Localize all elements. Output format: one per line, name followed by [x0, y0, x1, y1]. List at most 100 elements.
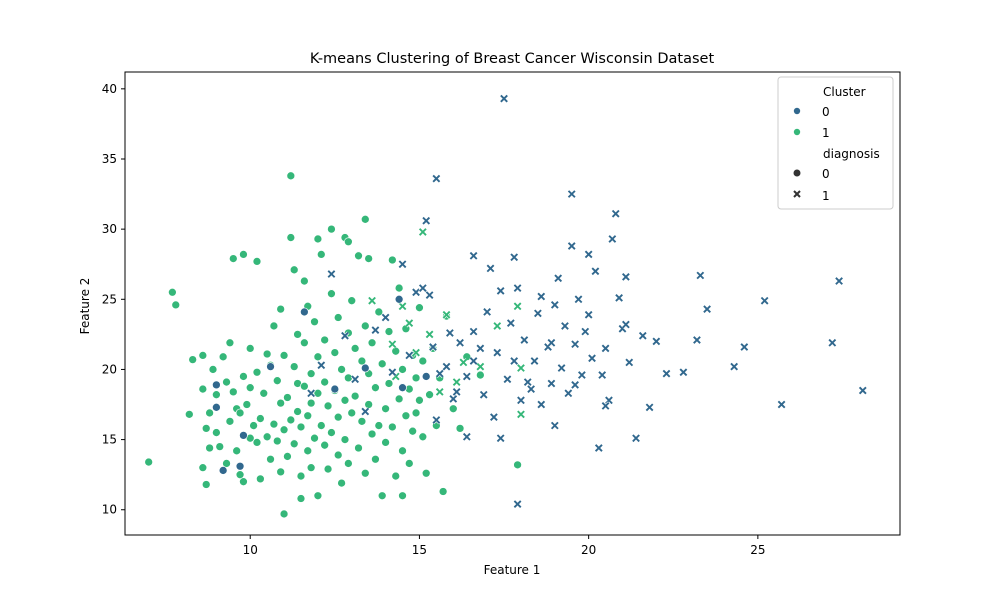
- point-cluster-1-diag-0: [225, 417, 235, 426]
- point-cluster-1-diag-0: [374, 307, 384, 317]
- legend-cluster-0-label: 0: [822, 105, 830, 119]
- point-cluster-1-diag-0: [411, 408, 421, 418]
- point-cluster-0-diag-1: [360, 407, 370, 416]
- point-cluster-0-diag-1: [827, 338, 837, 348]
- point-cluster-1-diag-1: [516, 363, 526, 373]
- point-cluster-1-diag-0: [354, 443, 363, 453]
- plot-frame: [124, 71, 901, 536]
- point-cluster-0-diag-1: [479, 390, 489, 400]
- point-cluster-0-diag-1: [692, 335, 702, 345]
- point-cluster-1-diag-0: [218, 352, 228, 362]
- point-cluster-1-diag-0: [360, 321, 370, 331]
- point-cluster-1-diag-0: [398, 365, 407, 374]
- point-cluster-1-diag-0: [377, 491, 387, 501]
- point-cluster-0-diag-1: [645, 402, 654, 412]
- point-cluster-0-diag-0: [218, 466, 228, 475]
- point-cluster-1-diag-0: [184, 409, 194, 419]
- point-cluster-1-diag-0: [256, 414, 265, 423]
- point-cluster-1-diag-0: [303, 446, 313, 456]
- y-tick-label: 40: [102, 82, 117, 96]
- point-cluster-1-diag-0: [303, 411, 313, 421]
- point-cluster-1-diag-0: [212, 428, 221, 437]
- point-cluster-1-diag-0: [374, 421, 384, 430]
- point-cluster-0-diag-1: [445, 328, 455, 338]
- point-cluster-0-diag-1: [432, 415, 441, 425]
- legend-diagnosis-1-label: 1: [822, 189, 830, 203]
- point-cluster-0-diag-1: [624, 358, 634, 367]
- point-cluster-0-diag-1: [584, 310, 593, 320]
- point-cluster-1-diag-0: [256, 474, 265, 484]
- point-cluster-1-diag-0: [330, 348, 340, 357]
- point-cluster-1-diag-0: [421, 468, 431, 478]
- x-tick-label: 10: [243, 543, 258, 557]
- legend-cluster-1-label: 1: [822, 126, 830, 140]
- point-cluster-1-diag-0: [205, 443, 214, 453]
- point-cluster-0-diag-1: [591, 266, 600, 276]
- point-cluster-0-diag-1: [567, 241, 577, 251]
- point-cluster-1-diag-0: [286, 415, 296, 425]
- point-cluster-0-diag-1: [476, 344, 485, 353]
- point-cluster-0-diag-0: [266, 362, 275, 371]
- point-cluster-0-diag-1: [506, 318, 516, 328]
- point-cluster-1-diag-0: [245, 383, 255, 393]
- point-cluster-0-diag-1: [503, 374, 512, 384]
- point-cluster-1-diag-0: [289, 362, 299, 371]
- point-cluster-1-diag-0: [279, 509, 289, 519]
- point-cluster-1-diag-0: [286, 171, 296, 181]
- point-cluster-1-diag-0: [418, 356, 428, 366]
- point-cluster-1-diag-0: [347, 296, 357, 306]
- point-cluster-0-diag-1: [499, 94, 509, 103]
- point-cluster-0-diag-1: [462, 432, 472, 442]
- point-cluster-1-diag-0: [201, 480, 211, 489]
- point-cluster-1-diag-0: [418, 432, 428, 442]
- point-cluster-1-diag-0: [198, 463, 208, 473]
- point-cluster-1-diag-0: [239, 250, 248, 259]
- point-cluster-0-diag-1: [550, 421, 560, 430]
- point-cluster-1-diag-1: [398, 301, 407, 311]
- point-cluster-0-diag-1: [513, 499, 522, 509]
- point-cluster-1-diag-1: [442, 310, 451, 320]
- point-cluster-1-diag-0: [415, 303, 424, 313]
- point-cluster-1-diag-0: [408, 426, 418, 436]
- point-cluster-1-diag-0: [384, 379, 394, 388]
- point-cluster-1-diag-0: [269, 419, 279, 429]
- point-cluster-1-diag-0: [205, 408, 214, 418]
- point-cluster-1-diag-0: [350, 391, 360, 401]
- point-cluster-0-diag-1: [702, 304, 712, 314]
- point-cluster-1-diag-0: [212, 390, 221, 400]
- point-cluster-1-diag-1: [418, 227, 428, 237]
- point-cluster-1-diag-0: [344, 237, 353, 247]
- point-cluster-1-diag-0: [272, 376, 282, 386]
- point-cluster-0-diag-0: [300, 307, 309, 317]
- point-cluster-0-diag-1: [601, 344, 610, 353]
- point-cluster-1-diag-0: [347, 408, 357, 418]
- point-cluster-1-diag-0: [350, 344, 360, 353]
- point-cluster-1-diag-1: [513, 301, 522, 311]
- point-cluster-0-diag-1: [577, 370, 587, 380]
- point-cluster-0-diag-0: [398, 383, 407, 393]
- point-cluster-1-diag-0: [323, 401, 333, 411]
- point-cluster-1-diag-0: [225, 338, 235, 348]
- point-cluster-0-diag-1: [834, 276, 844, 286]
- point-cluster-1-diag-1: [492, 321, 502, 331]
- point-cluster-0-diag-1: [608, 234, 617, 244]
- point-cluster-1-diag-0: [398, 491, 407, 501]
- point-cluster-0-diag-1: [381, 313, 390, 322]
- y-axis-label: Feature 2: [78, 278, 92, 335]
- point-cluster-1-diag-0: [215, 442, 225, 451]
- legend-diagnosis-0-marker: [793, 169, 801, 177]
- point-cluster-0-diag-1: [858, 386, 868, 395]
- point-cluster-0-diag-1: [547, 338, 556, 348]
- point-cluster-1-diag-0: [310, 317, 319, 327]
- point-cluster-0-diag-1: [621, 272, 631, 282]
- point-cluster-1-diag-0: [283, 452, 292, 461]
- point-cluster-1-diag-0: [333, 450, 343, 460]
- point-cluster-1-diag-0: [371, 383, 380, 393]
- point-cluster-1-diag-0: [262, 432, 272, 442]
- point-cluster-0-diag-1: [580, 327, 590, 336]
- point-cluster-1-diag-0: [360, 468, 370, 478]
- point-cluster-0-diag-1: [452, 387, 461, 397]
- point-cluster-1-diag-0: [245, 344, 255, 353]
